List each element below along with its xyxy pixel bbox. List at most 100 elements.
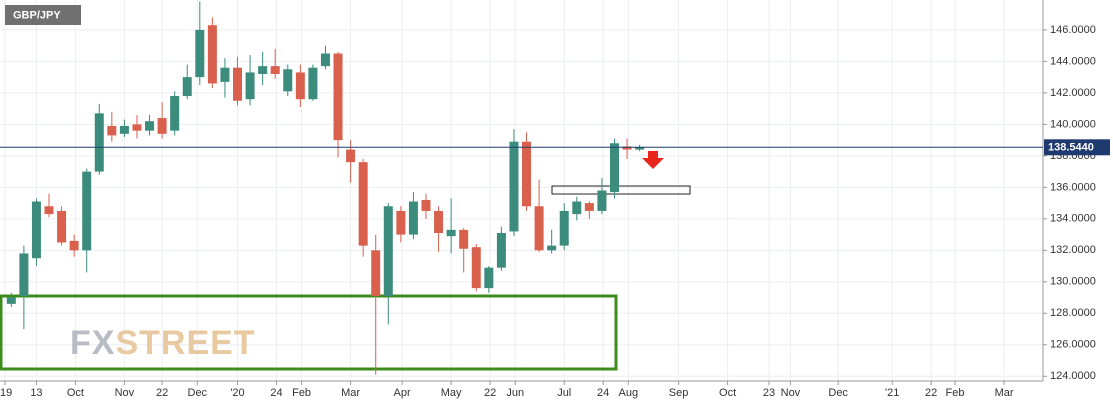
x-tick-label: 24 (597, 387, 609, 399)
candle-body (484, 267, 494, 289)
x-tick-label: Oct (719, 387, 736, 399)
title-box (5, 5, 81, 25)
candle-body (547, 245, 557, 251)
x-tick-label: Dec (188, 387, 208, 399)
candle-body (609, 143, 619, 193)
candle-body (509, 141, 519, 232)
last-price-label: 138.5440 (1048, 142, 1094, 154)
x-tick-label: '21 (885, 387, 899, 399)
candle-body (333, 53, 343, 141)
candle-body (94, 113, 104, 172)
candle-body (371, 250, 381, 296)
last-price-box (1044, 139, 1110, 156)
candle-body (408, 201, 418, 235)
resistance-zone (551, 185, 691, 195)
candle-body (182, 77, 192, 97)
candle-body (44, 206, 54, 215)
candle-body (107, 125, 117, 136)
y-tick-label: 142.0000 (1050, 87, 1096, 99)
candle-body (396, 210, 406, 235)
support-zone (0, 294, 618, 371)
candle-body (572, 201, 582, 215)
candle-body (459, 229, 469, 249)
watermark-street: STREET (115, 324, 255, 362)
x-tick-label: Apr (394, 387, 411, 399)
x-tick-label: 22 (484, 387, 496, 399)
candle-body (145, 121, 155, 131)
candle-body (195, 29, 205, 78)
candle-body (446, 229, 456, 237)
chart-title: GBP/JPY (13, 9, 61, 21)
grid (0, 0, 1043, 381)
candle-body (584, 203, 594, 211)
x-tick-label: 22 (925, 387, 937, 399)
x-tick-label: May (441, 387, 462, 399)
candle-body (31, 201, 41, 259)
y-tick-label: 136.0000 (1050, 181, 1096, 193)
y-tick-label: 124.0000 (1050, 370, 1096, 382)
candle-body (559, 210, 569, 246)
candle-body (82, 171, 92, 251)
x-tick-label: Feb (292, 387, 311, 399)
candle-body (635, 147, 645, 150)
candle-body (421, 199, 431, 211)
candle-body (622, 146, 632, 150)
x-tick-label: Mar (341, 387, 360, 399)
x-tick-label: 13 (30, 387, 42, 399)
x-tick-label: '20 (230, 387, 244, 399)
candle-body (320, 53, 330, 67)
down-arrow (642, 151, 664, 169)
candle-body (522, 141, 532, 207)
y-tick-label: 140.0000 (1050, 118, 1096, 130)
candle-body (358, 162, 368, 246)
y-tick-label: 128.0000 (1050, 307, 1096, 319)
candle-body (19, 253, 29, 296)
candle-body (245, 72, 255, 100)
candle-body (258, 66, 268, 74)
candle-body (207, 25, 217, 84)
candle-body (132, 124, 142, 131)
x-tick-label: 24 (270, 387, 282, 399)
candle-body (6, 297, 16, 304)
candle-body (220, 67, 230, 82)
x-tick-label: Jul (557, 387, 571, 399)
candle-body (57, 210, 67, 243)
x-tick-label: Mar (995, 387, 1014, 399)
y-tick-label: 144.0000 (1050, 55, 1096, 67)
candle-body (170, 96, 180, 131)
candle-body (157, 118, 167, 134)
x-tick-label: 22 (156, 387, 168, 399)
candle-body (471, 247, 481, 289)
x-tick-label: Nov (781, 387, 801, 399)
candle-body (295, 72, 305, 100)
candle-body (383, 206, 393, 296)
candle-body (434, 210, 444, 234)
x-tick-label: Aug (619, 387, 639, 399)
x-tick-label: 23 (763, 387, 775, 399)
candle-body (597, 190, 607, 211)
candle-body (233, 67, 243, 101)
candle-body (69, 240, 79, 251)
candle-body (119, 125, 129, 134)
candle-body (308, 67, 318, 100)
candle-body (270, 66, 280, 74)
candle-body (283, 69, 293, 92)
x-tick-label: Sep (669, 387, 689, 399)
x-tick-label: Feb (946, 387, 965, 399)
candle-body (534, 206, 544, 251)
x-tick-label: Dec (828, 387, 848, 399)
y-tick-label: 130.0000 (1050, 276, 1096, 288)
watermark-fx: FX (70, 324, 115, 362)
candle-body (496, 233, 506, 268)
y-tick-label: 126.0000 (1050, 339, 1096, 351)
x-tick-label: Nov (115, 387, 135, 399)
x-tick-label: '19 (0, 387, 12, 399)
candles (6, 1, 645, 375)
watermark: FXSTREET (70, 324, 256, 362)
x-tick-label: Oct (67, 387, 84, 399)
y-tick-label: 134.0000 (1050, 213, 1096, 225)
y-tick-label: 146.0000 (1050, 24, 1096, 36)
candle-body (346, 149, 356, 163)
x-tick-label: Jun (506, 387, 524, 399)
